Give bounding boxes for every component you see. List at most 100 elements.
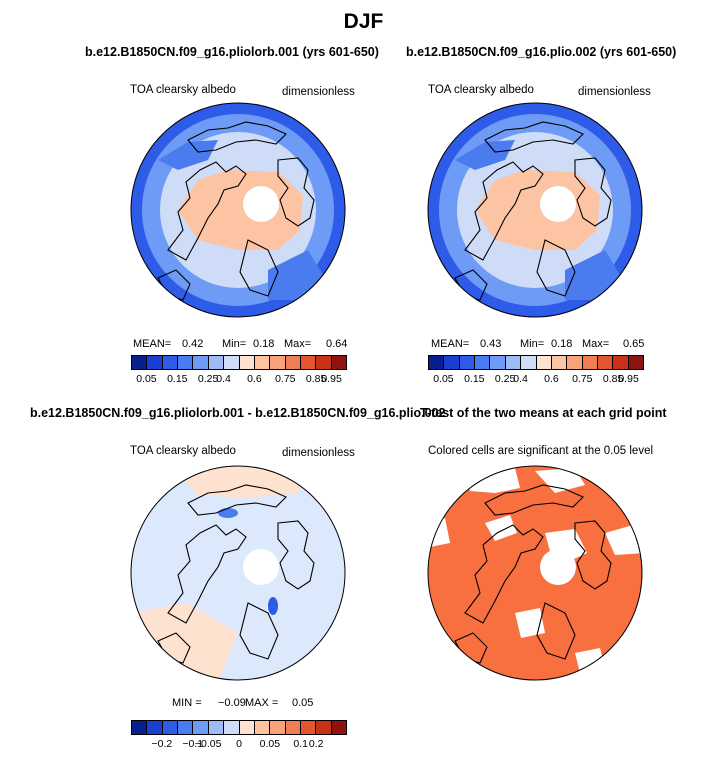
colorbar-swatch [316,356,332,369]
panel1-variable: TOA clearsky albedo [130,84,236,96]
panel2-mean-value: 0.43 [480,338,502,350]
colorbar-swatch [178,721,194,734]
significant-region [428,466,642,680]
colorbar-swatch [254,356,271,369]
colorbar-swatch [316,721,332,734]
panel2-colorbar [428,355,644,370]
colorbar-swatch [162,721,179,734]
colorbar-tick-label: 0.15 [167,373,188,385]
colorbar-swatch [505,356,522,369]
colorbar-swatch [162,356,179,369]
colorbar-tick-label: 0.6 [247,373,262,385]
map-boundary [130,102,346,318]
panel3-min-label: MIN = [172,697,202,709]
coastline [187,484,287,516]
colorbar-swatch [208,721,225,734]
panel1-polar-map [130,102,346,318]
albedo-low-region [158,140,218,170]
colorbar-tick-label: 0.25 [197,373,219,385]
panel1-min-label: Min= [222,338,247,350]
colorbar-swatch [475,356,491,369]
albedo-low-region [455,140,515,170]
colorbar-tick-label: 0.05 [259,738,281,750]
panel4-subtitle: Colored cells are significant at the 0.0… [428,445,654,457]
coastline [239,239,279,297]
coastline [484,121,584,153]
colorbar-swatch [613,356,629,369]
colorbar-swatch [239,721,255,734]
panel1-mean-value: 0.42 [182,338,204,350]
figure-title: DJF [343,10,384,33]
coastline [277,520,315,590]
colorbar-swatch [132,721,148,734]
albedo-low-region [268,250,323,300]
colorbar-swatch [429,356,445,369]
coastline [484,484,584,516]
panel1-title: b.e12.B1850CN.f09_g16.pliolorb.001 (yrs … [85,45,379,59]
panel2-variable: TOA clearsky albedo [428,84,534,96]
colorbar-swatch [628,356,644,369]
colorbar-swatch [239,356,255,369]
colorbar-swatch [208,356,225,369]
colorbar-tick-label: −0.2 [151,738,173,750]
colorbar-swatch [270,721,286,734]
panel1-min-value: 0.18 [253,338,275,350]
colorbar-tick-label: 0.95 [618,373,639,385]
colorbar-swatch [193,356,209,369]
colorbar-tick-label: 0.25 [494,373,516,385]
panel2-title: b.e12.B1850CN.f09_g16.plio.002 (yrs 601-… [406,45,677,59]
panel3-max-value: 0.05 [292,697,314,709]
colorbar-tick-label: 0.75 [572,373,593,385]
panel3-units: dimensionless [282,447,355,459]
panel4-title: T-test of the two means at each grid poi… [420,406,667,420]
colorbar-swatch [132,356,148,369]
panel2-min-value: 0.18 [551,338,573,350]
colorbar-tick-label: 0.1 [293,738,309,750]
panel1-mean-label: MEAN= [133,338,172,350]
coastline [464,161,544,261]
colorbar-swatch [459,356,476,369]
colorbar-swatch [521,356,537,369]
diff-negative-spot [268,597,278,615]
colorbar-swatch [300,721,317,734]
colorbar-swatch [254,721,271,734]
non-significant-region [465,468,520,493]
colorbar-swatch [224,721,240,734]
panel3-polar-map [130,465,346,681]
panel2-mean-label: MEAN= [431,338,470,350]
panel4-polar-map [427,465,643,681]
colorbar-tick-label: 0.4 [216,373,231,385]
colorbar-tick-label: 0.95 [321,373,342,385]
panel2-min-label: Min= [520,338,545,350]
panel3-title: b.e12.B1850CN.f09_g16.pliolorb.001 - b.e… [30,406,446,420]
coastline [187,121,287,153]
colorbar-tick-label: 0.4 [513,373,528,385]
colorbar-tick-label: 0 [236,738,242,750]
colorbar-swatch [285,356,301,369]
colorbar-swatch [193,721,209,734]
panel1-max-label: Max= [284,338,312,350]
coastline [239,602,279,660]
panel1-units: dimensionless [282,86,355,98]
coastline [574,157,612,227]
coastline [536,239,576,297]
polar-no-data-hole [540,186,576,222]
coastline [464,524,544,624]
colorbar-tick-label: 0.2 [308,738,324,750]
coastline [167,524,247,624]
colorbar-tick-label: 0.15 [464,373,485,385]
colorbar-swatch [536,356,552,369]
panel2-max-label: Max= [582,338,610,350]
panel1-max-value: 0.64 [326,338,348,350]
coastline [574,520,612,590]
colorbar-swatch [567,356,583,369]
map-boundary [130,465,346,681]
colorbar-swatch [147,721,163,734]
colorbar-tick-label: 0.05 [433,373,454,385]
colorbar-swatch [551,356,568,369]
panel2-polar-map [427,102,643,318]
colorbar-swatch [582,356,598,369]
colorbar-swatch [224,356,240,369]
colorbar-swatch [285,721,301,734]
coastline [167,161,247,261]
